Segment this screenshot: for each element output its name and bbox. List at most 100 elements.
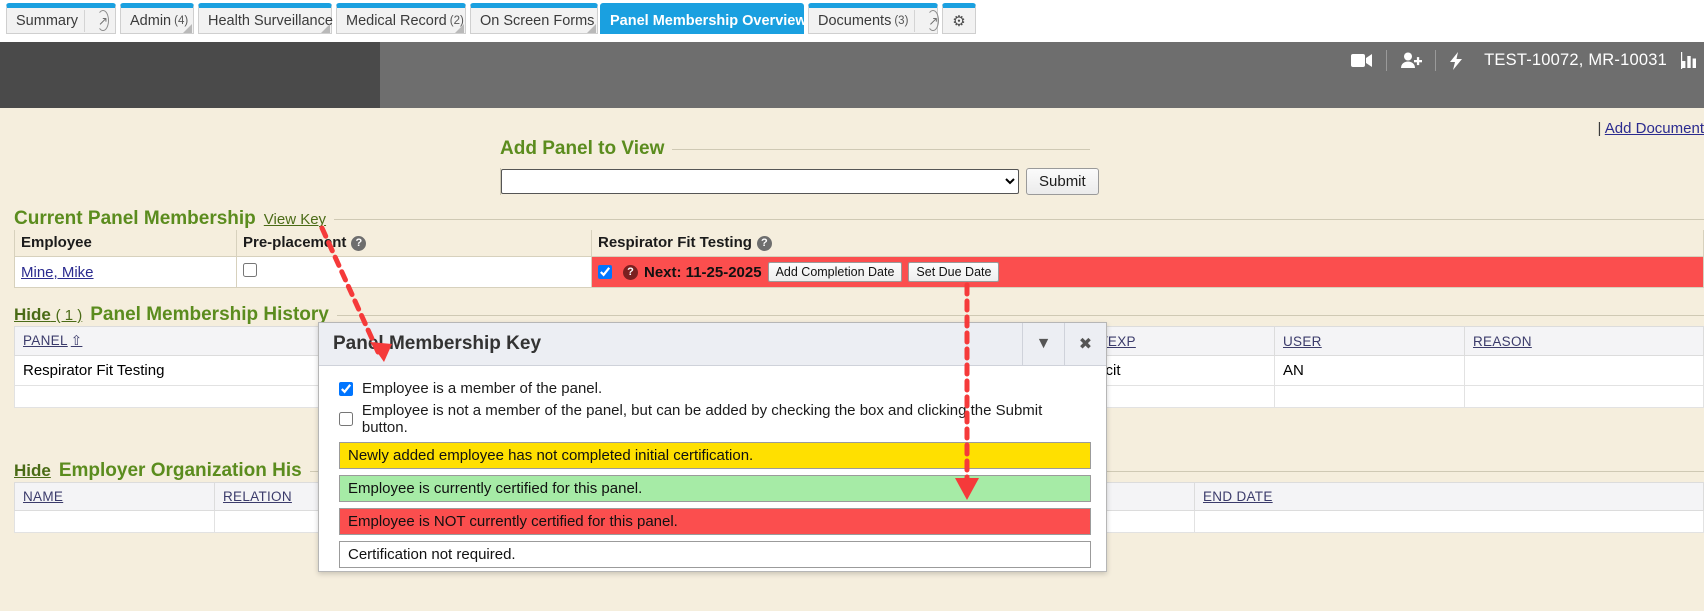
panel-history-title: Panel Membership History: [90, 304, 329, 325]
respirator-status: ? Next: 11-25-2025 Add Completion Date S…: [598, 262, 1697, 282]
lightning-bolt-icon[interactable]: [1436, 51, 1476, 70]
tab-panel-membership-overview[interactable]: Panel Membership Overview: [600, 3, 807, 34]
cell-reason: [1464, 355, 1704, 386]
hide-employer-history-link[interactable]: Hide: [14, 461, 51, 480]
chevron-down-icon[interactable]: ▼: [1022, 323, 1064, 365]
key-swatch-yellow: Newly added employee has not completed i…: [339, 442, 1091, 469]
key-checkbox-checked[interactable]: [339, 381, 353, 396]
key-checkbox-unchecked[interactable]: [339, 412, 353, 426]
add-document-link[interactable]: Add Document: [1604, 120, 1704, 137]
submit-button[interactable]: Submit: [1026, 168, 1099, 195]
key-swatch-white: Certification not required.: [339, 541, 1091, 568]
hide-panel-history-link[interactable]: Hide ( 1 ): [14, 305, 82, 325]
tab-label: On Screen Forms: [480, 12, 595, 29]
col-reason[interactable]: REASON: [1464, 326, 1704, 356]
col-reason-label: REASON: [1473, 333, 1532, 349]
tab-admin[interactable]: Admin (4): [120, 3, 194, 34]
add-document-link-wrap: | Add Document: [1598, 120, 1704, 137]
col-employee: Employee: [14, 230, 237, 257]
respirator-checkbox[interactable]: [598, 265, 612, 279]
tab-count: (2): [449, 14, 464, 27]
employee-link[interactable]: Mine, Mike: [21, 263, 94, 281]
add-user-icon[interactable]: [1387, 52, 1435, 69]
col-preplacement-label: Pre-placement: [243, 234, 347, 251]
current-panel-membership-section: Current Panel Membership View Key Employ…: [14, 208, 1704, 288]
tab-label: Documents: [818, 12, 892, 29]
legend-rule: [336, 314, 1704, 316]
external-link-icon[interactable]: ↗: [97, 10, 110, 31]
cell-user: AN: [1274, 355, 1465, 386]
tab-health-surveillance[interactable]: Health Surveillance: [198, 3, 333, 34]
add-panel-title: Add Panel to View: [500, 138, 665, 159]
hide-label: Hide: [14, 305, 51, 324]
hide-count: ( 1 ): [55, 307, 83, 324]
tab-label: Health Surveillance: [208, 12, 333, 29]
employer-history-title: Employer Organization His: [58, 460, 302, 481]
dialog-title: Panel Membership Key: [333, 333, 542, 354]
tab-corner-icon: [587, 24, 596, 33]
col-relation-label: RELATION: [223, 489, 292, 504]
col-preplacement: Pre-placement?: [236, 230, 592, 257]
tab-bar: Summary ↗ Admin (4) Health Surveillance …: [0, 0, 1704, 42]
tab-corner-icon: [455, 24, 464, 33]
tab-documents[interactable]: Documents (3) ↗: [808, 3, 940, 34]
table-header-row: Employee Pre-placement? Respirator Fit T…: [14, 230, 1704, 257]
current-panel-title: Current Panel Membership: [14, 208, 256, 229]
view-key-link[interactable]: View Key: [263, 211, 327, 228]
settings-gear-button[interactable]: ⚙: [942, 3, 976, 34]
tab-corner-icon: [321, 24, 330, 33]
add-panel-legend: Add Panel to View: [500, 138, 1090, 160]
tab-label: Medical Record: [346, 12, 447, 29]
cell-reason: [1464, 385, 1704, 408]
close-icon[interactable]: ✖: [1064, 323, 1106, 365]
header-actions: TEST-10072, MR-10031: [1338, 42, 1704, 79]
tab-label: Summary: [16, 12, 79, 29]
col-user[interactable]: USER: [1274, 326, 1465, 356]
key-row-not-member: Employee is not a member of the panel, b…: [339, 402, 1086, 436]
gear-icon: ⚙: [952, 12, 966, 30]
current-panel-legend: Current Panel Membership View Key: [14, 208, 1704, 230]
dialog-body: Employee is a member of the panel. Emplo…: [319, 366, 1106, 568]
col-comp-exp[interactable]: MP/EXP: [1074, 326, 1275, 356]
tab-count: (4): [174, 14, 189, 27]
tab-divider: [84, 9, 86, 32]
tab-medical-record[interactable]: Medical Record (2): [336, 3, 466, 34]
add-panel-to-view-section: Add Panel to View Submit: [500, 138, 1700, 195]
add-panel-controls: Submit: [500, 168, 1700, 195]
cell-end-date: [1194, 510, 1704, 533]
col-respirator-label: Respirator Fit Testing: [598, 234, 752, 251]
add-completion-date-button[interactable]: Add Completion Date: [767, 262, 903, 282]
patient-id-label: TEST-10072, MR-10031: [1484, 51, 1667, 69]
col-end-date[interactable]: END DATE: [1194, 482, 1704, 511]
question-mark-icon[interactable]: ?: [623, 264, 638, 280]
col-panel-label: PANEL: [23, 333, 68, 348]
video-camera-icon[interactable]: [1338, 53, 1386, 68]
col-end-date-label: END DATE: [1203, 489, 1273, 504]
tab-label: Admin: [130, 12, 172, 29]
question-mark-icon[interactable]: ?: [756, 235, 772, 251]
col-name[interactable]: NAME: [14, 482, 215, 511]
next-due-label: Next: 11-25-2025: [644, 263, 762, 281]
tab-summary[interactable]: Summary ↗: [6, 3, 116, 34]
question-mark-icon[interactable]: ?: [351, 235, 367, 251]
cell-comp-exp: xplicit: [1074, 355, 1275, 386]
tab-on-screen-forms[interactable]: On Screen Forms: [470, 3, 598, 34]
cell-employee: Mine, Mike: [14, 256, 237, 288]
set-due-date-button[interactable]: Set Due Date: [908, 262, 1000, 282]
cell-user: [1274, 385, 1465, 408]
cell-name: [14, 510, 215, 533]
panel-history-legend: Hide ( 1 ) Panel Membership History: [14, 304, 1704, 326]
external-link-icon[interactable]: ↗: [927, 10, 940, 31]
tab-divider: [914, 9, 916, 32]
preplacement-checkbox[interactable]: [243, 263, 257, 277]
bar-chart-icon[interactable]: [1677, 52, 1700, 69]
col-respirator: Respirator Fit Testing?: [591, 230, 1704, 257]
tab-count: (3): [894, 14, 909, 27]
dialog-header: Panel Membership Key ▼ ✖: [319, 323, 1106, 366]
legend-rule: [672, 148, 1090, 150]
key-row-member: Employee is a member of the panel.: [339, 380, 1086, 397]
header-divider: [1435, 50, 1437, 71]
panel-select[interactable]: [501, 169, 1019, 194]
key-swatch-red: Employee is NOT currently certified for …: [339, 508, 1091, 535]
